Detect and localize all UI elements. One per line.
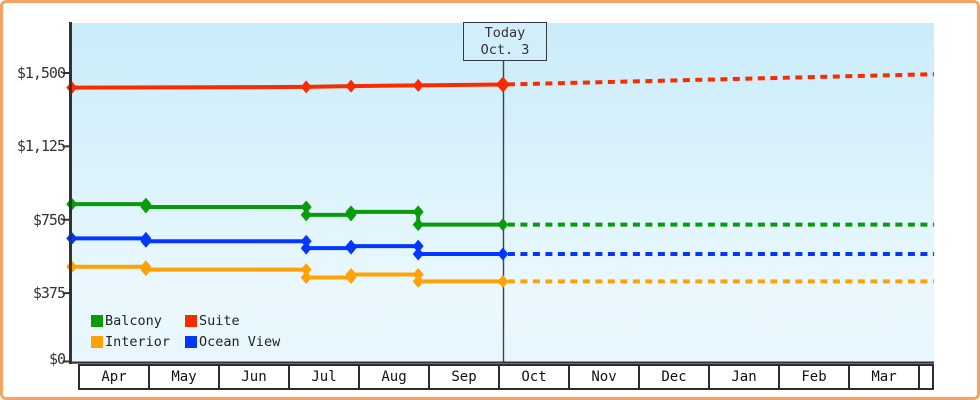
month-cell-apr: Apr (80, 366, 150, 388)
legend-label: Balcony (105, 312, 162, 329)
series-marker-interior (300, 270, 312, 284)
series-marker-interior (345, 268, 357, 282)
month-cell-aug: Aug (360, 366, 430, 388)
chart-legend: Balcony Suite Interior Ocean View (91, 312, 281, 350)
month-cell-nov: Nov (570, 366, 640, 388)
month-cell-jul: Jul (290, 366, 360, 388)
series-marker-balcony (140, 200, 152, 214)
y-axis-tick (62, 145, 70, 148)
x-axis-month-row: Apr May Jun Jul Aug Sep Oct Nov Dec Jan Feb Mar (78, 364, 934, 390)
series-marker-ocean-view (140, 234, 152, 248)
series-marker-ocean-view (345, 239, 357, 253)
series-line-projected-suite (502, 72, 935, 87)
y-axis-label: $1,500 (16, 64, 66, 82)
series-marker-suite (412, 78, 424, 92)
y-axis-line (69, 22, 72, 364)
month-cell-jun: Jun (220, 366, 290, 388)
month-cell-jan: Jan (710, 366, 780, 388)
legend-swatch-icon (91, 314, 103, 327)
series-marker-suite (300, 80, 312, 94)
series-marker-interior (140, 263, 152, 277)
month-cell-mar: Mar (850, 366, 920, 388)
legend-label: Ocean View (199, 333, 281, 350)
series-marker-balcony (345, 205, 357, 219)
series-marker-ocean-view (300, 234, 312, 248)
legend-item-interior[interactable]: Interior (91, 333, 185, 350)
month-cell-oct: Oct (500, 366, 570, 388)
today-annotation: Today Oct. 3 (463, 22, 547, 61)
series-marker-interior (412, 268, 424, 282)
legend-swatch-icon (91, 335, 103, 348)
price-chart (62, 22, 935, 364)
month-cell-may: May (150, 366, 220, 388)
series-marker-balcony (412, 205, 424, 219)
legend-label: Suite (199, 312, 240, 329)
y-axis-label: $0 (48, 350, 66, 368)
series-marker-ocean-view (497, 247, 509, 261)
today-annotation-line2: Oct. 3 (480, 42, 530, 58)
series-marker-balcony (412, 218, 424, 232)
series-marker-interior (497, 274, 509, 288)
today-annotation-line1: Today (484, 25, 526, 41)
month-cell-sep: Sep (430, 366, 500, 388)
y-axis-label: $1,125 (16, 137, 66, 156)
series-marker-balcony (497, 218, 509, 232)
legend-item-balcony[interactable]: Balcony (91, 312, 185, 329)
legend-item-ocean-view[interactable]: Ocean View (185, 333, 281, 350)
y-axis-tick (62, 218, 70, 221)
series-marker-suite (345, 79, 357, 93)
y-axis-label: $750 (32, 210, 66, 229)
series-marker-ocean-view (412, 239, 424, 253)
month-cell-feb: Feb (780, 366, 850, 388)
x-axis-line (69, 361, 934, 364)
series-marker-suite (495, 76, 510, 93)
series-marker-balcony (300, 200, 312, 214)
series-marker-interior (412, 274, 424, 288)
series-marker-ocean-view (412, 247, 424, 261)
y-axis-tick (62, 292, 70, 295)
y-axis-label: $375 (32, 284, 66, 303)
legend-label: Interior (105, 333, 171, 350)
legend-item-suite[interactable]: Suite (185, 312, 280, 329)
legend-swatch-icon (185, 314, 197, 327)
y-axis-tick (62, 360, 70, 363)
month-cell-dec: Dec (640, 366, 710, 388)
y-axis-tick (62, 72, 70, 74)
month-cell-stub (920, 366, 932, 388)
series-marker-balcony (300, 208, 312, 222)
series-marker-ocean-view (300, 241, 312, 255)
legend-swatch-icon (185, 335, 197, 348)
series-marker-interior (300, 263, 312, 277)
